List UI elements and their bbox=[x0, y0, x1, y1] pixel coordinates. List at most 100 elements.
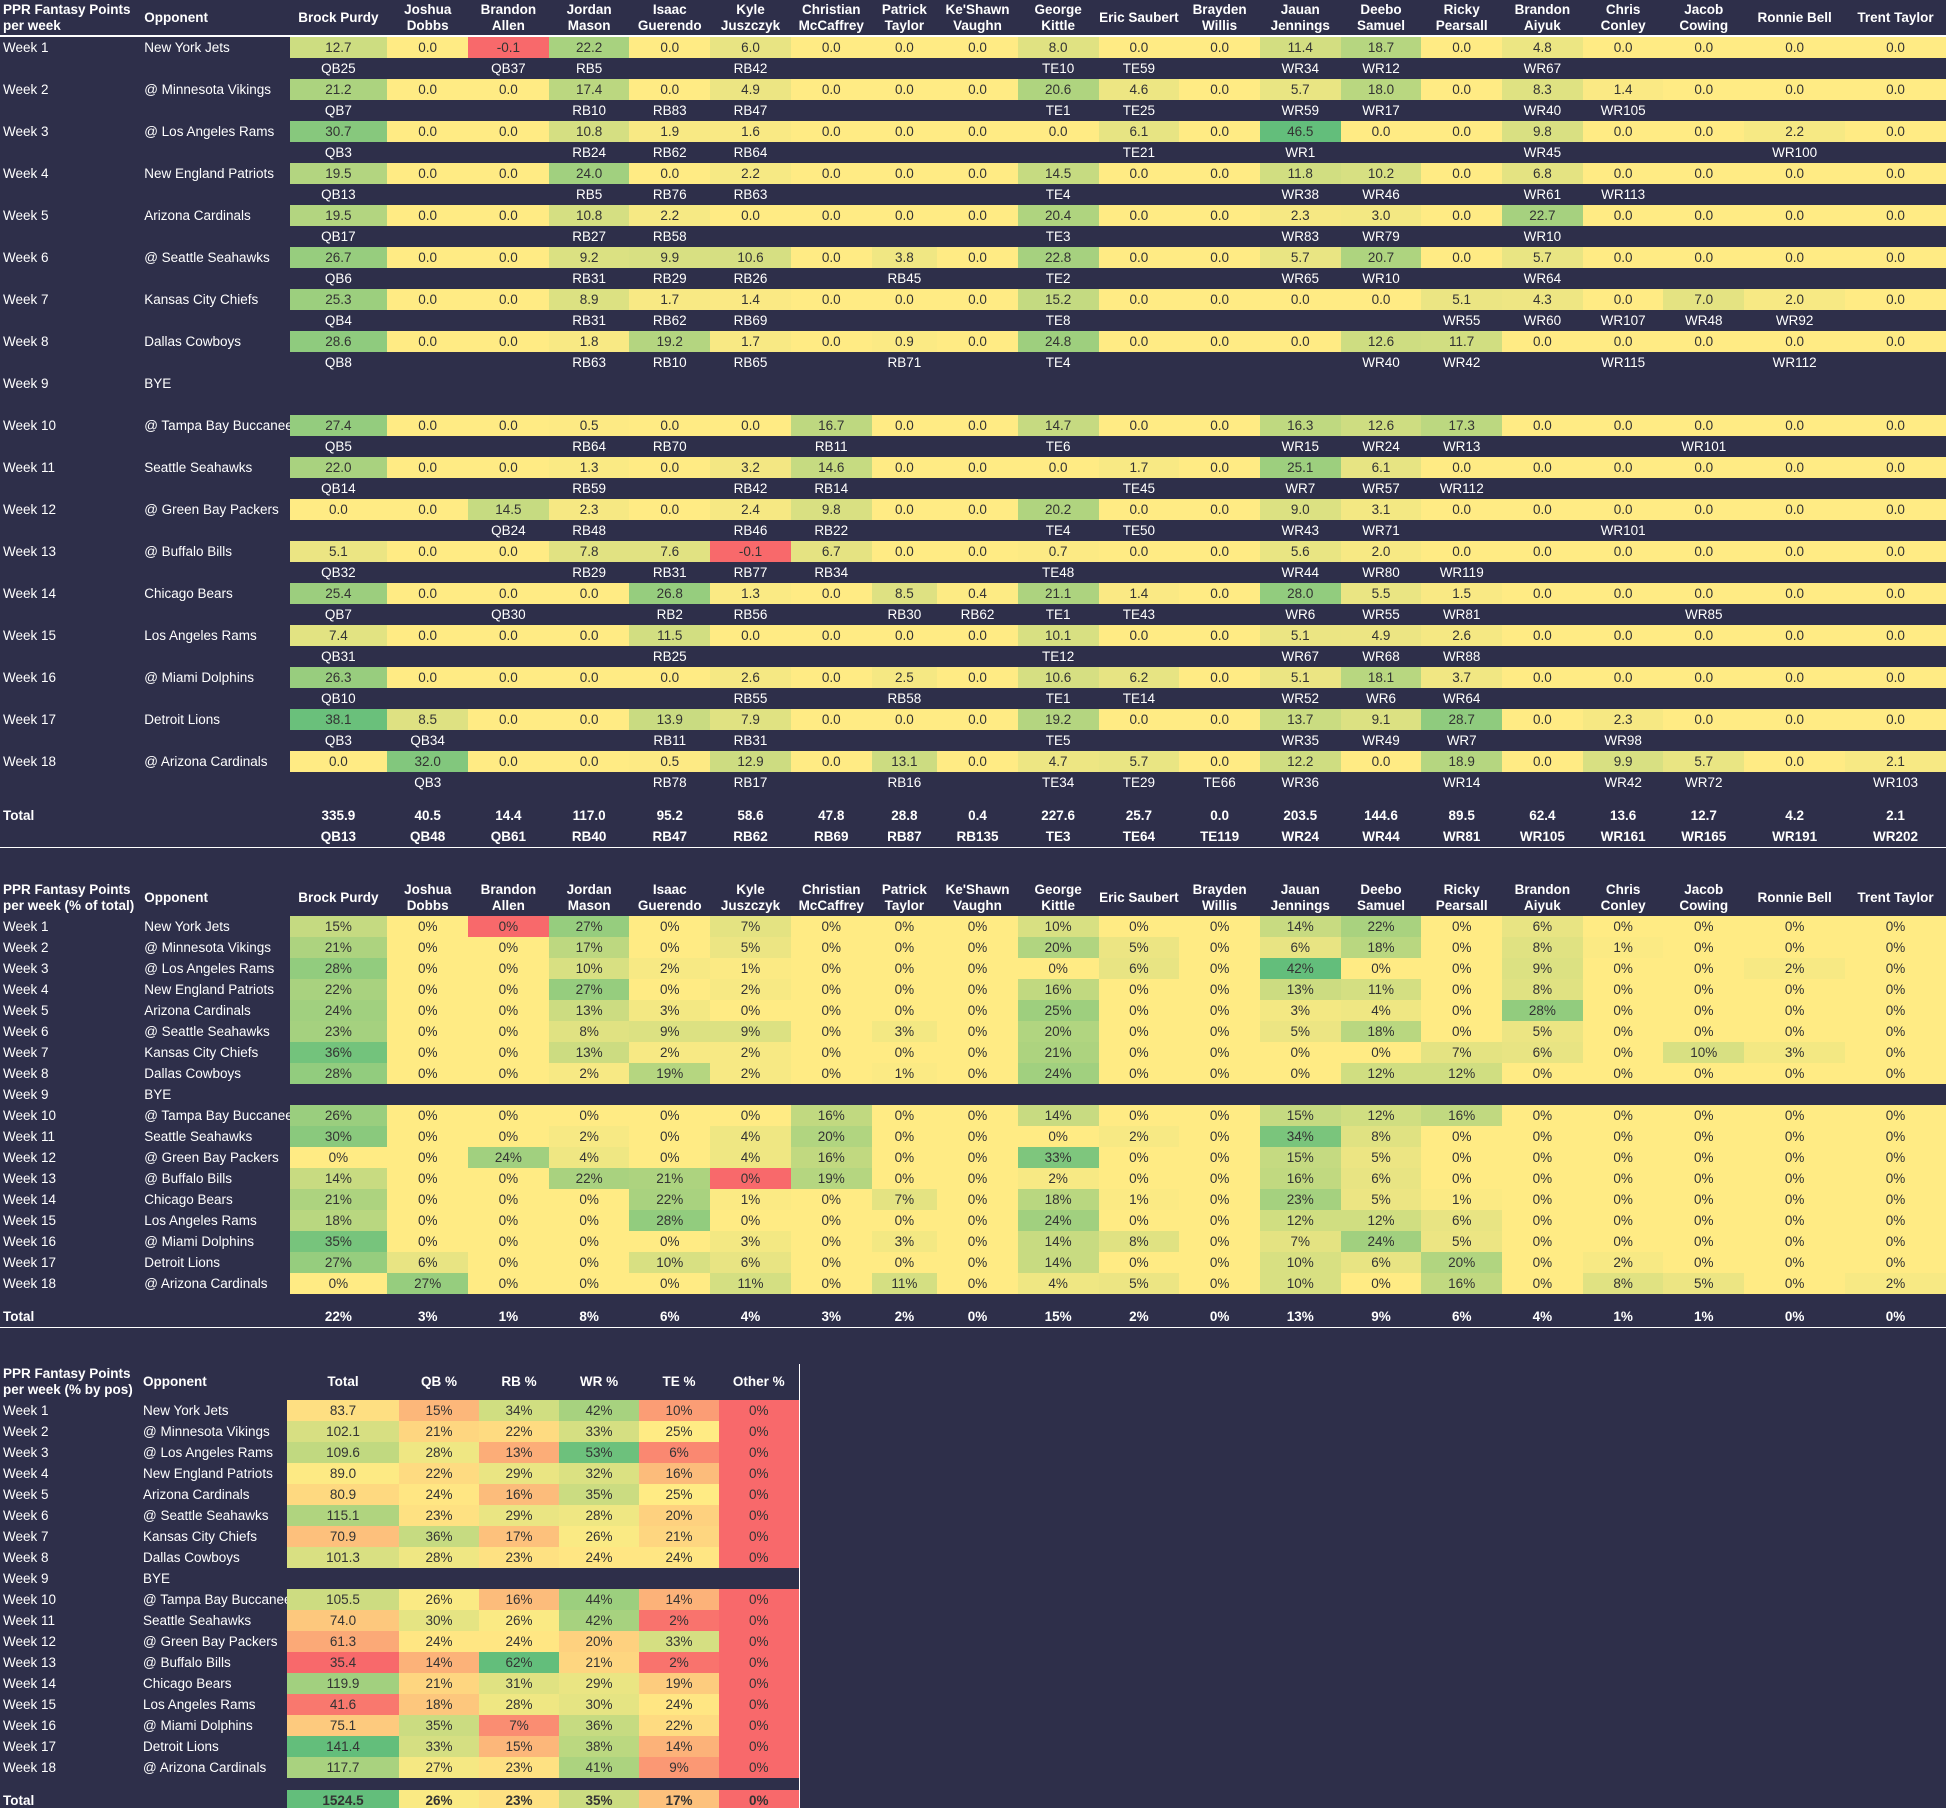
percent-cell: 0% bbox=[1663, 1063, 1745, 1084]
percent-cell: 12% bbox=[1340, 1210, 1422, 1231]
points-cell: 0.0 bbox=[1845, 289, 1946, 310]
points-cell: 0.0 bbox=[1421, 79, 1503, 100]
position-share-cell: 15% bbox=[399, 1400, 479, 1421]
player-header: Brandon Aiyuk bbox=[1502, 880, 1583, 916]
percent-cell: 20% bbox=[1017, 937, 1099, 958]
rank-cell bbox=[1179, 142, 1260, 163]
rank-cell bbox=[791, 268, 872, 289]
points-cell: 2.6 bbox=[1421, 625, 1503, 646]
points-cell: 0.0 bbox=[1421, 36, 1503, 58]
rank-cell bbox=[937, 646, 1018, 667]
position-share-cell: 0% bbox=[719, 1631, 799, 1652]
rank-cell bbox=[1502, 730, 1583, 751]
week-label: Week 4 bbox=[3, 166, 49, 181]
points-cell: 0.0 bbox=[1744, 709, 1846, 730]
rank-cell bbox=[872, 436, 938, 457]
points-cell: 2.2 bbox=[710, 163, 791, 184]
rank-cell bbox=[1845, 58, 1946, 79]
points-cell: 0.0 bbox=[1744, 667, 1846, 688]
points-cell: 22.0 bbox=[289, 457, 388, 478]
position-share-cell: 27% bbox=[399, 1757, 479, 1778]
percent-cell: 25% bbox=[1017, 1000, 1099, 1021]
opponent-name: @ Los Angeles Rams bbox=[144, 124, 275, 139]
week-row: Week 12 @ Green Bay Packers 0.0 0.0 14.5 2.3 0… bbox=[0, 499, 1946, 520]
position-share-cell: 19% bbox=[639, 1673, 719, 1694]
rank-cell bbox=[1583, 268, 1664, 289]
rank-cell bbox=[468, 772, 549, 793]
percent-cell: 13% bbox=[1259, 979, 1341, 1000]
player-header: Brandon Allen bbox=[468, 880, 549, 916]
rank-cell: RB42 bbox=[733, 481, 768, 496]
percent-cell: 0% bbox=[1845, 1021, 1946, 1042]
position-share-cell: 21% bbox=[559, 1652, 639, 1673]
percent-cell: 0% bbox=[937, 916, 1018, 937]
percent-cell: 1% bbox=[1582, 937, 1664, 958]
points-cell: 1.9 bbox=[629, 121, 711, 142]
rank-cell bbox=[1663, 226, 1744, 247]
points-cell: 0.0 bbox=[1421, 205, 1503, 226]
position-share-cell: 35% bbox=[559, 1484, 639, 1505]
percent-cell: 0% bbox=[1582, 1147, 1664, 1168]
week-label: Week 9 bbox=[3, 1087, 49, 1102]
points-cell: 9.9 bbox=[629, 247, 711, 268]
week-row: Week 1 New York Jets 83.7 15% 34% 42% 10% 0% bbox=[0, 1400, 799, 1421]
rank-cell bbox=[468, 310, 549, 331]
rank-cell bbox=[1744, 100, 1845, 121]
rank-cell bbox=[710, 226, 791, 247]
player-header: Isaac Guerendo bbox=[629, 0, 711, 36]
rank-cell: WR119 bbox=[1439, 565, 1484, 580]
rank-cell bbox=[1845, 436, 1946, 457]
rank-cell bbox=[1099, 436, 1180, 457]
percent-cell: 0% bbox=[1845, 1231, 1946, 1252]
position-share-cell: 24% bbox=[639, 1694, 719, 1715]
percent-cell: 0% bbox=[871, 1126, 938, 1147]
player-header: Jauan Jennings bbox=[1259, 880, 1341, 916]
rank-cell bbox=[1179, 604, 1260, 625]
rank-cell: RB25 bbox=[652, 649, 687, 664]
percent-cell: 21% bbox=[1017, 1042, 1099, 1063]
rank-row: QB5 RB64 RB70 RB11 TE6 WR15 WR24 WR13 WR101 bbox=[0, 436, 1946, 457]
percent-cell: 20% bbox=[790, 1126, 872, 1147]
points-cell: 12.7 bbox=[289, 36, 388, 58]
rank-cell bbox=[1099, 352, 1180, 373]
percent-cell: 0% bbox=[387, 1105, 469, 1126]
percent-cell: 30% bbox=[289, 1126, 388, 1147]
rank-cell: RB59 bbox=[572, 481, 606, 496]
points-cell: 18.0 bbox=[1340, 79, 1422, 100]
rank-cell bbox=[1663, 562, 1744, 583]
percent-cell: 5% bbox=[1098, 1273, 1180, 1294]
rank-cell bbox=[1845, 478, 1946, 499]
week-label: Week 15 bbox=[3, 1697, 57, 1712]
percent-cell: 0% bbox=[1582, 1231, 1664, 1252]
rank-cell bbox=[1179, 688, 1260, 709]
week-row: Week 3 @ Los Angeles Rams 109.6 28% 13% 53% 6%… bbox=[0, 1442, 799, 1463]
rank-row: QB32 RB29 RB31 RB77 RB34 TE48 WR44 WR80 WR119 bbox=[0, 562, 1946, 583]
points-cell: 6.7 bbox=[790, 541, 872, 562]
points-cell: 0.0 bbox=[937, 667, 1018, 688]
rank-cell bbox=[937, 562, 1018, 583]
points-cell: 0.0 bbox=[1502, 457, 1583, 478]
points-cell: 9.1 bbox=[1340, 709, 1422, 730]
rank-cell bbox=[1845, 604, 1946, 625]
position-share-cell: 13% bbox=[479, 1442, 559, 1463]
column-header: Opponent bbox=[140, 1364, 287, 1400]
points-cell: 2.3 bbox=[548, 499, 630, 520]
percent-cell: 0% bbox=[468, 1105, 549, 1126]
percent-cell: 0% bbox=[871, 1105, 938, 1126]
percent-cell: 0% bbox=[1179, 1126, 1260, 1147]
player-header: Jordan Mason bbox=[548, 880, 630, 916]
points-cell: 6.1 bbox=[1098, 121, 1180, 142]
opponent-name: @ Minnesota Vikings bbox=[144, 82, 271, 97]
percent-cell: 0% bbox=[790, 958, 872, 979]
total-cell: 4.2 bbox=[1785, 808, 1804, 823]
percent-cell: 15% bbox=[289, 916, 388, 937]
points-cell: 0.0 bbox=[790, 667, 872, 688]
percent-cell: 0% bbox=[387, 979, 469, 1000]
rank-cell: WR38 bbox=[1281, 187, 1320, 202]
percent-cell: 18% bbox=[289, 1210, 388, 1231]
opponent-name: Detroit Lions bbox=[143, 1739, 219, 1754]
points-cell: 0.0 bbox=[937, 709, 1018, 730]
rank-cell bbox=[1663, 478, 1744, 499]
week-label: Week 17 bbox=[3, 712, 57, 727]
percent-cell: 0% bbox=[1845, 1126, 1946, 1147]
